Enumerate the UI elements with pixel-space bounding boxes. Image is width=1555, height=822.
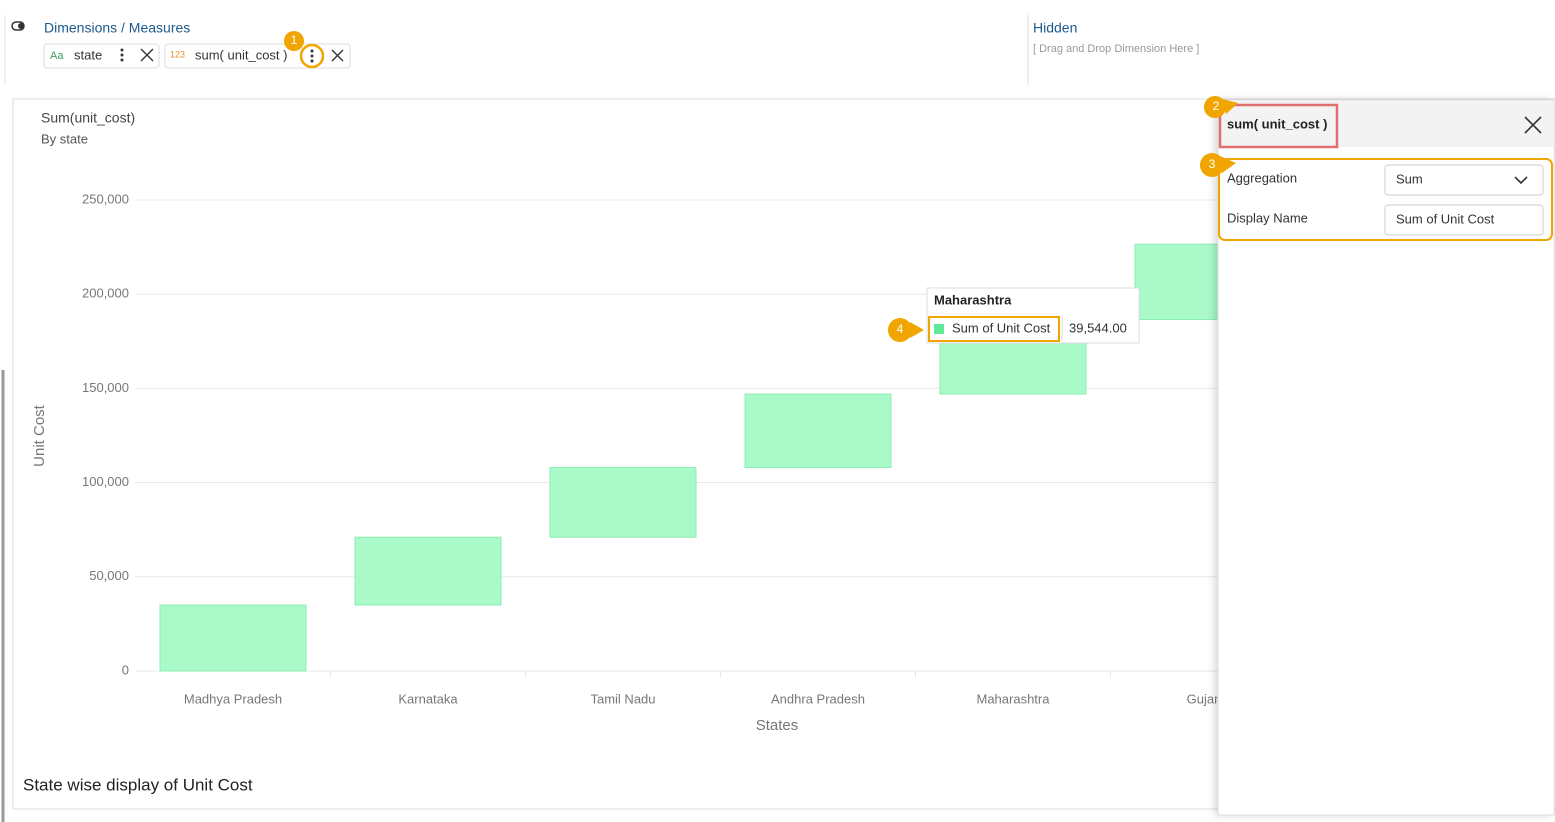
tooltip-value: 39,544.00 — [1069, 320, 1127, 335]
callout — [1204, 96, 1238, 119]
dropdown-arrow — [1514, 176, 1528, 185]
chip-icon: Aa — [50, 50, 64, 62]
chip-icon: 123 — [170, 49, 185, 59]
field-label: Display Name — [1227, 210, 1308, 225]
callout-label: 2 — [1213, 99, 1220, 113]
chart-caption: State wise display of Unit Cost — [23, 775, 253, 794]
callout — [888, 318, 924, 343]
callout — [1200, 153, 1236, 178]
tooltip-series: Sum of Unit Cost — [952, 320, 1051, 335]
bar — [159, 604, 307, 672]
hidden-placeholder: [ Drag and Drop Dimension Here ] — [1033, 43, 1199, 55]
tooltip-title: Maharashtra — [934, 292, 1012, 307]
chip-remove[interactable] — [140, 48, 154, 62]
x-tick-label: Karnataka — [398, 691, 458, 706]
panel-header — [1219, 101, 1553, 147]
display-name-input[interactable] — [1384, 204, 1544, 236]
x-axis-label: States — [756, 717, 799, 734]
chip[interactable] — [43, 43, 160, 69]
chart-subtitle: By state — [41, 131, 88, 146]
tooltip-box — [926, 287, 1140, 344]
field-label: Aggregation — [1227, 170, 1297, 185]
panel-close[interactable] — [1524, 116, 1542, 134]
y-tick-label: 0 — [122, 662, 129, 677]
hidden-title: Hidden — [1033, 20, 1077, 36]
panel-title: sum( unit_cost ) — [1227, 116, 1327, 131]
chip-label: state — [74, 47, 102, 62]
tooltip-highlight — [928, 316, 1060, 342]
panel-title-highlight — [1218, 103, 1339, 149]
fields-highlight — [1218, 158, 1553, 241]
x-tick-label: Madhya Pradesh — [184, 691, 282, 706]
aggregation-select[interactable] — [1384, 164, 1544, 196]
x-tick-label: Andhra Pradesh — [771, 691, 865, 706]
chip-remove[interactable] — [331, 49, 344, 62]
x-tick-label: Maharashtra — [977, 691, 1051, 706]
bar — [354, 536, 502, 606]
y-tick-label: 50,000 — [89, 568, 129, 583]
section-title: Dimensions / Measures — [44, 20, 190, 36]
chip-label: sum( unit_cost ) — [195, 47, 287, 62]
y-tick-label: 100,000 — [82, 474, 129, 489]
bar — [549, 467, 697, 538]
callout-label: 1 — [291, 33, 298, 47]
input-value: Sum of Unit Cost — [1396, 211, 1495, 226]
select-value: Sum — [1396, 171, 1423, 186]
toggle-knob — [18, 23, 24, 29]
callout-label: 4 — [897, 322, 904, 336]
tooltip: Maharashtra Sum of Unit Cost 39,544.00 4 — [888, 287, 1140, 344]
x-tick-label: Tamil Nadu — [590, 691, 655, 706]
tooltip-swatch — [934, 324, 944, 334]
y-tick-label: 150,000 — [82, 380, 129, 395]
chip-menu — [310, 49, 314, 63]
chip-menu[interactable] — [120, 48, 124, 62]
properties-panel: sum( unit_cost ) Aggregation Sum Display… — [1200, 96, 1555, 816]
callout-label: 3 — [1209, 157, 1216, 171]
bar — [744, 393, 892, 469]
y-axis-label: Unit Cost — [31, 404, 48, 467]
y-tick-label: 200,000 — [82, 286, 129, 301]
y-tick-label: 250,000 — [82, 191, 129, 206]
callout — [284, 31, 304, 51]
chart-title: Sum(unit_cost) — [41, 110, 135, 126]
